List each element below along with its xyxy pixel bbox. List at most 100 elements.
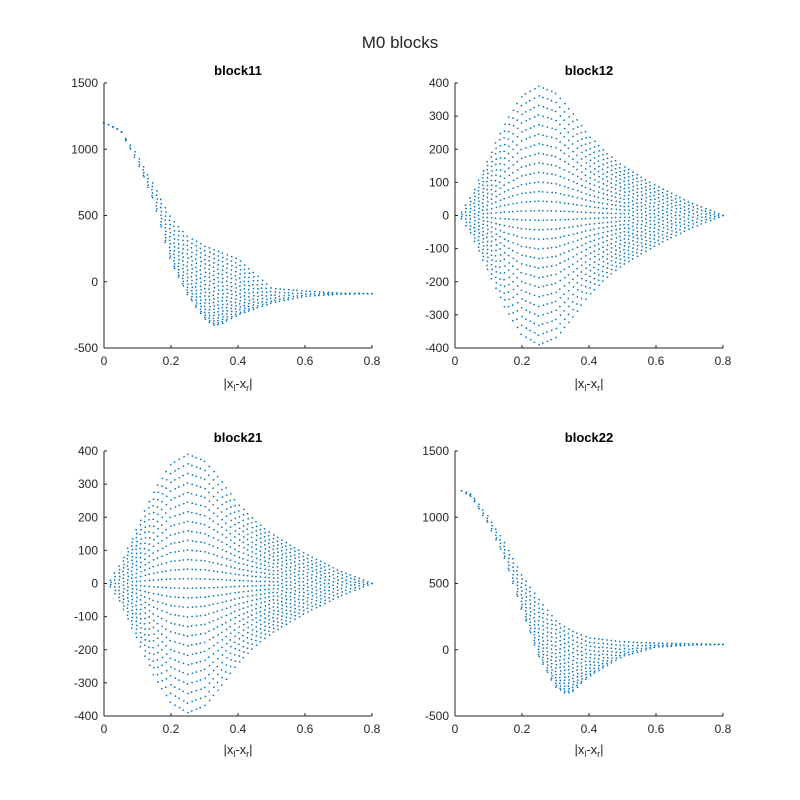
scatter-point [499,163,501,165]
scatter-point [624,216,626,219]
scatter-point [717,643,720,646]
scatter-point [593,637,596,640]
scatter-point [589,252,592,255]
scatter-point [274,291,277,293]
scatter-point [550,228,553,231]
scatter-point [563,227,566,229]
scatter-point [165,553,168,556]
scatter-point [285,563,288,565]
scatter-point [546,622,549,625]
scatter-point [670,192,673,195]
scatter-point [602,207,605,210]
scatter-point [208,268,210,271]
scatter-point [572,293,574,296]
scatter-point [169,587,172,589]
scatter-point [186,280,189,282]
scatter-point [511,156,514,158]
scatter-point [255,562,258,564]
scatter-point [550,210,553,212]
scatter-point [477,228,480,231]
scatter-point [614,224,617,227]
scatter-point [243,276,246,279]
scatter-point [123,587,125,590]
scatter-point [199,660,202,663]
scatter-point [226,276,229,278]
scatter-point [221,488,223,491]
scatter-point [221,556,223,559]
scatter-point [520,593,523,596]
scatter-point [289,547,292,550]
scatter-point [486,248,489,251]
scatter-point [204,295,206,297]
scatter-point [152,552,154,554]
scatter-point [481,184,484,187]
scatter-point [277,584,280,587]
scatter-point [585,652,588,655]
scatter-point [151,194,153,197]
scatter-point [576,274,579,277]
scatter-point [362,292,365,295]
scatter-point [217,310,219,313]
scatter-point [559,314,562,316]
scatter-point [482,237,485,240]
scatter-point [498,223,501,226]
scatter-point [490,156,493,158]
scatter-point [277,577,279,579]
scatter-point [606,162,609,164]
scatter-point [478,182,481,185]
scatter-point [315,599,318,602]
scatter-point [670,236,672,239]
scatter-point [259,619,262,622]
scatter-point [563,309,566,312]
scatter-point [576,676,579,678]
scatter-point [666,228,669,231]
scatter-point [559,123,561,126]
scatter-point [182,256,185,258]
scatter-point [473,216,476,219]
scatter-point [606,660,609,662]
scatter-point [238,277,241,280]
scatter-point [618,220,621,223]
scatter-point [661,216,664,219]
scatter-point [601,168,604,171]
scatter-point [216,626,219,628]
scatter-point [521,597,523,600]
scatter-point [174,578,176,580]
scatter-point [636,251,638,254]
scatter-point [490,174,493,177]
scatter-point [159,198,162,201]
scatter-point [251,594,254,597]
scatter-point [499,284,502,287]
scatter-point [559,270,562,273]
scatter-point [636,255,639,258]
scatter-point [567,313,570,316]
scatter-point [234,301,237,304]
scatter-point [628,253,630,255]
scatter-point [696,218,699,220]
scatter-point [491,524,493,527]
scatter-point [135,572,138,575]
scatter-point [525,327,528,329]
scatter-point [319,570,322,573]
scatter-point [610,186,613,189]
scatter-point [551,652,553,654]
y-tick-label: -300 [74,676,98,690]
scatter-point [546,303,549,305]
scatter-point [293,586,296,588]
scatter-point [602,153,604,156]
scatter-point [294,550,296,553]
scatter-point [558,676,561,679]
scatter-point [298,612,300,615]
scatter-point [649,223,652,226]
x-tick-label: 0 [452,354,459,368]
scatter-point [302,551,305,554]
scatter-point [122,567,125,569]
scatter-point [349,587,352,590]
scatter-point [541,323,544,325]
scatter-point [199,706,202,709]
scatter-point [576,147,579,150]
scatter-point [281,607,283,610]
scatter-point [177,225,180,228]
scatter-point [138,163,141,166]
scatter-point [113,586,116,588]
